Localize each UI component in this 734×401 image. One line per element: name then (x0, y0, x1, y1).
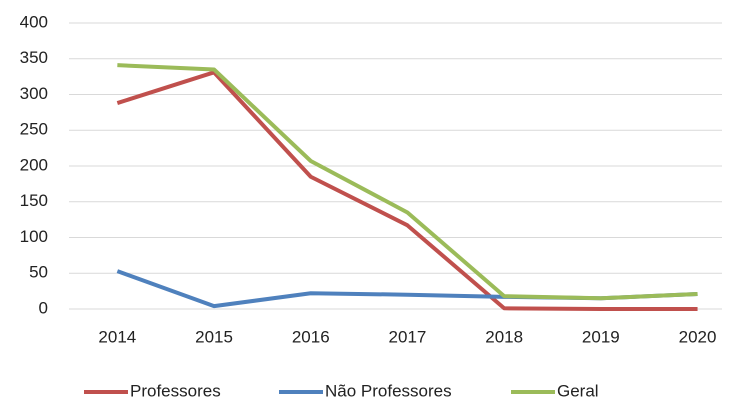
line-series (116, 70, 698, 311)
x-tick-label: 2018 (485, 327, 523, 346)
x-tick-label: 2014 (98, 327, 136, 346)
line-series (117, 63, 698, 301)
y-tick-label: 200 (20, 155, 48, 174)
legend-label: Não Professores (325, 381, 452, 400)
y-tick-label: 250 (20, 120, 48, 139)
y-tick-label: 300 (20, 84, 48, 103)
x-tick-label: 2019 (582, 327, 620, 346)
y-tick-label: 100 (20, 227, 48, 246)
y-tick-label: 400 (20, 12, 48, 31)
x-tick-label: 2016 (292, 327, 330, 346)
y-tick-label: 0 (39, 298, 48, 317)
y-tick-label: 350 (20, 48, 48, 67)
x-tick-label: 2017 (389, 327, 427, 346)
x-tick-label: 2020 (679, 327, 717, 346)
legend-label: Geral (557, 381, 599, 400)
y-tick-label: 50 (29, 263, 48, 282)
line-series (116, 269, 698, 309)
legend-label: Professores (130, 381, 221, 400)
x-tick-label: 2015 (195, 327, 233, 346)
y-tick-label: 150 (20, 191, 48, 210)
